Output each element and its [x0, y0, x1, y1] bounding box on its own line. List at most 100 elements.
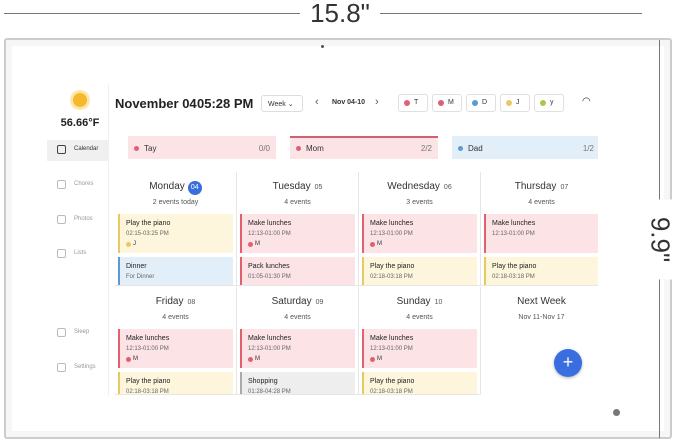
chore-dot — [134, 146, 139, 151]
event[interactable]: Play the piano 02:18-03:18 PM — [362, 257, 477, 285]
event-who: M — [255, 356, 260, 362]
event[interactable]: Make lunches 12:13-01:00 PM — [484, 214, 598, 253]
event-who: M — [133, 356, 138, 362]
next-week-range: Nov 11-Nov 17 — [518, 314, 565, 321]
chore-bar[interactable]: Dad 1/2 — [452, 136, 598, 159]
day-header: Wednesday 06 — [359, 181, 480, 192]
event[interactable]: Make lunches 12:13-01:00 PM M — [240, 214, 355, 253]
event[interactable]: Dinner For Dinner — [118, 257, 233, 285]
event-title: Play the piano — [492, 263, 537, 270]
temperature: 56.66°F — [60, 117, 100, 129]
nav-item[interactable]: Settings — [74, 364, 96, 370]
member-chip[interactable]: D — [466, 94, 496, 112]
view-label: Week — [268, 101, 286, 108]
nav-item[interactable]: Chores — [74, 181, 94, 187]
chore-progress: 2/2 — [420, 144, 432, 153]
chore-name: Mom — [306, 144, 324, 153]
day-header: Monday 04 — [115, 181, 236, 195]
header-date: November 04 — [115, 96, 197, 111]
member-dot — [404, 100, 410, 106]
chore-dot — [458, 146, 463, 151]
event-title: Shopping — [248, 378, 278, 385]
event[interactable]: Shopping 01:28-04:28 PM — [240, 372, 355, 395]
nav-icon — [57, 180, 66, 189]
day-name: Tuesday — [272, 181, 311, 192]
event-time: 01:05-01:30 PM — [248, 274, 291, 280]
day-cell: Thursday 07 4 events Make lunches 12:13-01:0… — [481, 172, 598, 286]
nav-item[interactable]: Sleep — [74, 329, 90, 335]
event-count: 4 events — [284, 314, 311, 321]
member-chip[interactable]: M — [432, 94, 462, 112]
event-time: 12:13-01:00 PM — [370, 346, 413, 352]
day-date: 08 — [187, 299, 196, 306]
day-header: Saturday 09 — [237, 296, 358, 307]
view-dropdown[interactable]: Week ⌄ — [261, 95, 303, 112]
day-cell: Tuesday 05 4 events Make lunches 12:13-01:00… — [237, 172, 359, 286]
nav-icon — [57, 145, 66, 154]
event[interactable]: Make lunches 12:13-01:00 PM M — [118, 329, 233, 368]
chore-name: Dad — [468, 144, 483, 153]
add-button[interactable]: + — [554, 349, 582, 377]
day-cell: Monday 04 2 events today Play the piano 02:1… — [115, 172, 237, 286]
member-chip[interactable]: y — [534, 94, 564, 112]
event[interactable]: Pack lunches 01:05-01:30 PM — [240, 257, 355, 285]
event-title: Pack lunches — [248, 263, 290, 270]
event[interactable]: Play the piano 02:18-03:18 PM — [118, 372, 233, 394]
next-week-cell: Next Week Nov 11-Nov 17 + — [481, 287, 598, 395]
chore-bar[interactable]: Mom 2/2 — [290, 136, 438, 159]
chore-progress: 1/2 — [582, 144, 594, 153]
prev-arrow[interactable]: ‹ — [315, 96, 319, 108]
screen: 56.66°F November 04 05:28 PM Week ⌄ ‹ No… — [47, 85, 598, 395]
day-name: Thursday — [514, 181, 557, 192]
event-who-dot — [126, 242, 131, 247]
day-header: Sunday 10 — [359, 296, 480, 307]
nav-item[interactable]: Lists — [74, 250, 87, 256]
event-count: 4 events — [406, 314, 433, 321]
event-count: 2 events today — [152, 199, 199, 206]
day-date: 07 — [560, 184, 569, 191]
event-time: 02:18-03:18 PM — [370, 274, 413, 280]
event-title: Make lunches — [248, 220, 292, 227]
nav-item[interactable]: Calendar — [74, 146, 99, 152]
event[interactable]: Play the piano 02:18-03:18 PM — [484, 257, 598, 285]
sensor — [613, 409, 620, 416]
member-chip[interactable]: J — [500, 94, 530, 112]
event-who-dot — [370, 242, 375, 247]
member-label: J — [516, 99, 520, 106]
next-arrow[interactable]: › — [375, 96, 379, 108]
member-label: M — [448, 99, 454, 106]
day-header: Thursday 07 — [481, 181, 598, 192]
event-time: 12:13-01:00 PM — [492, 231, 535, 237]
event-time: For Dinner — [126, 274, 155, 280]
chore-bar[interactable]: Tay 0/0 — [128, 136, 276, 159]
camera — [321, 45, 324, 48]
nav-icon — [57, 363, 66, 372]
event-who: M — [255, 241, 260, 247]
chore-progress: 0/0 — [258, 144, 270, 153]
range-label: Nov 04-10 — [332, 99, 366, 106]
day-date: 10 — [434, 299, 443, 306]
header-time: 05:28 PM — [197, 96, 254, 111]
sun-icon — [73, 93, 87, 107]
event-time: 12:13-01:00 PM — [370, 231, 413, 237]
event-title: Make lunches — [248, 335, 292, 342]
sidebar-divider — [108, 85, 109, 395]
member-dot — [540, 100, 546, 106]
member-dot — [472, 100, 478, 106]
event[interactable]: Make lunches 12:13-01:00 PM M — [240, 329, 355, 368]
day-date: 09 — [315, 299, 324, 306]
event-who-dot — [126, 357, 131, 362]
nav-icon — [57, 328, 66, 337]
day-date: 05 — [314, 184, 323, 191]
event[interactable]: Play the piano 02:15-03:25 PM J — [118, 214, 233, 253]
member-chip[interactable]: T — [398, 94, 428, 112]
event-who-dot — [370, 357, 375, 362]
event-time: 01:28-04:28 PM — [248, 389, 291, 395]
event[interactable]: Make lunches 12:13-01:00 PM M — [362, 329, 477, 368]
event[interactable]: Play the piano 02:18-03:18 PM — [362, 372, 477, 395]
nav-item[interactable]: Photos — [74, 216, 93, 222]
event-time: 02:18-03:18 PM — [370, 389, 413, 395]
event[interactable]: Make lunches 12:13-01:00 PM M — [362, 214, 477, 253]
event-time: 12:13-01:00 PM — [248, 231, 291, 237]
event-time: 12:13-01:00 PM — [248, 346, 291, 352]
